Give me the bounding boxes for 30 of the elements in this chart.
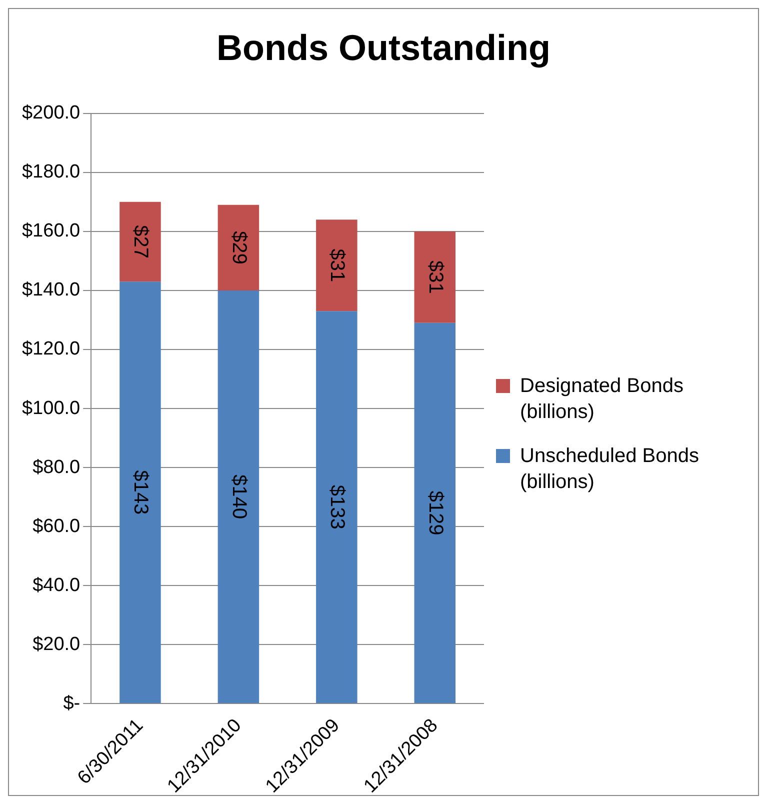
- bar: [414, 322, 456, 704]
- data-label: $133: [326, 484, 348, 530]
- y-tick-label: $-: [63, 692, 80, 714]
- data-label: $143: [130, 470, 152, 515]
- y-tick-label: $80.0: [32, 456, 80, 478]
- legend-label: Designated Bonds (billions): [520, 374, 684, 425]
- bar: [218, 204, 260, 290]
- bar: [218, 290, 260, 704]
- bar: [120, 202, 161, 282]
- bar: [316, 220, 358, 312]
- y-tick-label: $20.0: [32, 634, 80, 655]
- data-label: $27: [130, 225, 152, 258]
- data-label: $129: [424, 490, 446, 536]
- chart-title: Bonds Outstanding: [216, 26, 552, 70]
- bar: [316, 311, 358, 704]
- y-tick-label: $140.0: [22, 280, 80, 301]
- y-tick-label: $40.0: [32, 574, 80, 596]
- y-tick-label: $60.0: [32, 516, 80, 537]
- y-tick-label: $120.0: [22, 338, 80, 360]
- y-tick-label: $180.0: [22, 162, 80, 183]
- legend-label: Unscheduled Bonds (billions): [520, 444, 700, 495]
- bar: [120, 282, 161, 704]
- y-tick-label: $200.0: [22, 102, 80, 124]
- data-label: $31: [424, 260, 446, 294]
- data-label: $140: [228, 474, 250, 520]
- data-label: $29: [228, 230, 250, 264]
- bar: [414, 231, 456, 323]
- data-label: $31: [326, 248, 348, 282]
- y-tick-label: $100.0: [22, 398, 80, 419]
- y-tick-label: $160.0: [22, 220, 80, 242]
